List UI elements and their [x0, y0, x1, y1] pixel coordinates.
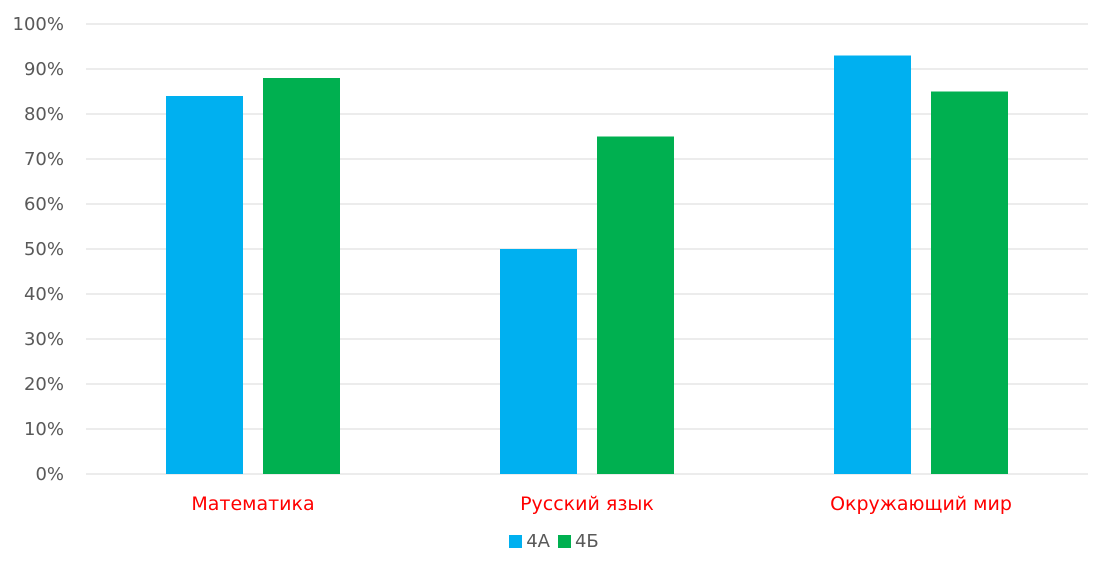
bar-4a-1 [500, 249, 577, 474]
x-axis-categories: Математика Русский язык Окружающий мир [191, 493, 1012, 515]
bar-chart: 0% 10% 20% 30% 40% 50% 60% 70% 80% 90% 100% Матема… [13, 14, 1088, 515]
legend-swatch-4a [509, 534, 523, 548]
x-category-label: Русский язык [520, 493, 654, 515]
legend-swatch-4b [557, 534, 571, 548]
bar-4a-2 [834, 55, 911, 474]
bar-4b-1 [597, 136, 674, 474]
x-category-label: Математика [191, 493, 314, 515]
y-tick-label: 60% [24, 194, 64, 215]
gridlines [86, 23, 1088, 475]
y-tick-label: 30% [24, 329, 64, 350]
y-axis-ticks: 0% 10% 20% 30% 40% 50% 60% 70% 80% 90% 100% [13, 14, 64, 485]
y-tick-label: 90% [24, 59, 64, 80]
legend-label-4b: 4Б [574, 530, 599, 552]
legend-item-4b: 4Б [557, 530, 599, 552]
legend-item-4a: 4А [509, 531, 550, 552]
y-tick-label: 40% [24, 284, 64, 305]
bars [166, 55, 1008, 474]
bar-4a-0 [166, 96, 243, 474]
bar-4b-2 [931, 91, 1008, 474]
y-tick-label: 70% [24, 149, 64, 170]
legend-label-4a: 4А [526, 530, 550, 552]
y-tick-label: 10% [24, 419, 64, 440]
y-tick-label: 100% [13, 14, 64, 35]
y-tick-label: 0% [35, 464, 64, 485]
legend: 4А 4Б [0, 529, 1108, 553]
y-tick-label: 50% [24, 239, 64, 260]
y-tick-label: 20% [24, 374, 64, 395]
y-tick-label: 80% [24, 104, 64, 125]
x-category-label: Окружающий мир [830, 493, 1012, 515]
bar-4b-0 [263, 78, 340, 474]
